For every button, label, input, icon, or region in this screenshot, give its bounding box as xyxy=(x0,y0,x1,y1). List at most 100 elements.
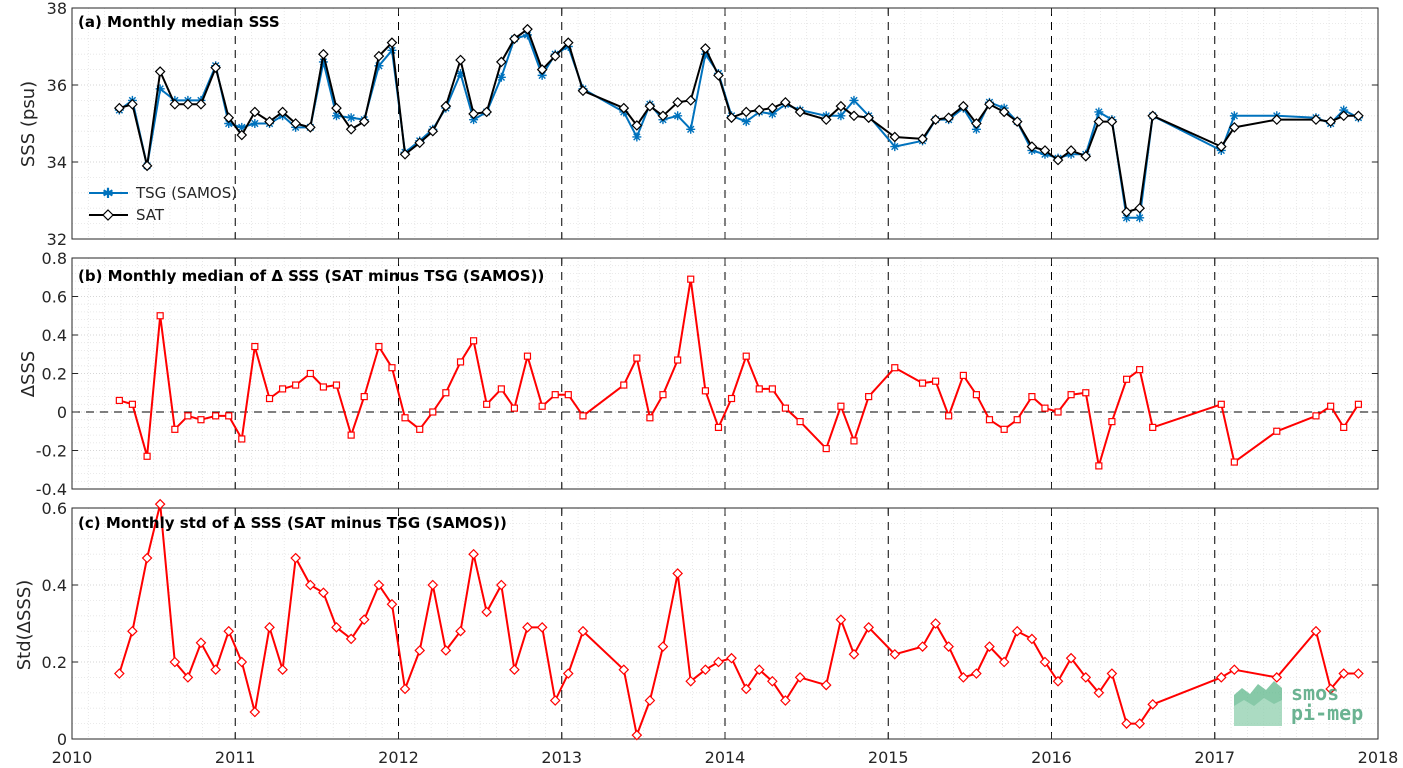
data-point xyxy=(265,394,274,403)
data-point xyxy=(373,50,385,62)
data-point xyxy=(727,394,736,403)
data-point xyxy=(1121,718,1132,729)
data-point xyxy=(686,124,696,134)
data-point xyxy=(632,132,642,142)
data-point xyxy=(304,579,316,591)
data-point xyxy=(113,668,125,679)
data-point xyxy=(238,435,246,443)
data-point xyxy=(292,381,300,389)
data-point xyxy=(863,622,875,633)
data-point xyxy=(1217,400,1225,408)
y-tick-label: 0.8 xyxy=(42,249,67,268)
data-point xyxy=(1065,652,1077,664)
data-point xyxy=(401,414,409,422)
data-point xyxy=(223,625,235,637)
data-point xyxy=(318,48,329,60)
legend-sat-marker xyxy=(102,209,114,221)
data-point xyxy=(835,100,847,112)
data-point xyxy=(347,431,355,439)
data-point xyxy=(374,61,384,71)
data-point xyxy=(195,637,207,649)
panel-a: 32 34 36 38 xyxy=(47,0,1379,249)
data-point xyxy=(972,391,981,399)
data-point xyxy=(549,50,561,62)
data-point xyxy=(943,112,955,124)
data-point xyxy=(1067,391,1075,399)
data-point xyxy=(331,102,342,114)
data-point xyxy=(930,114,941,125)
data-point xyxy=(456,358,465,366)
data-point xyxy=(822,444,830,453)
data-point xyxy=(1013,416,1021,424)
data-point xyxy=(510,404,519,412)
y-tick-label: 0.6 xyxy=(42,499,67,518)
data-point xyxy=(998,106,1010,118)
y-tick-label: -0.2 xyxy=(36,442,67,461)
data-point xyxy=(957,100,969,112)
data-point xyxy=(509,664,520,676)
data-point xyxy=(264,116,275,127)
data-point xyxy=(237,122,247,132)
data-point xyxy=(127,98,138,110)
data-point xyxy=(1312,412,1320,420)
data-point xyxy=(917,641,928,652)
data-point xyxy=(1273,427,1281,435)
data-point xyxy=(1011,625,1023,637)
y-tick-label: 0.4 xyxy=(42,326,67,345)
data-point xyxy=(399,683,411,695)
data-point xyxy=(155,84,165,94)
data-point xyxy=(564,391,572,399)
data-point xyxy=(141,160,153,172)
data-point xyxy=(848,110,860,122)
y-tick-label: -0.4 xyxy=(36,480,67,499)
legend: ✱ TSG (SAMOS) SAT xyxy=(89,184,237,224)
data-point xyxy=(399,148,411,160)
data-point xyxy=(1338,668,1350,679)
data-point xyxy=(496,72,506,82)
data-point xyxy=(971,118,982,129)
data-point xyxy=(685,675,697,687)
data-point xyxy=(536,622,548,633)
legend-tsg-marker: ✱ xyxy=(102,186,114,202)
data-point xyxy=(250,119,260,128)
data-point xyxy=(971,668,982,679)
data-point xyxy=(1228,664,1240,676)
data-point xyxy=(345,123,357,135)
data-point xyxy=(1094,107,1104,117)
data-point xyxy=(184,412,192,420)
y-tick-label: 32 xyxy=(47,230,67,249)
x-tick-label: 2013 xyxy=(541,748,582,767)
data-point xyxy=(522,622,533,633)
data-point xyxy=(1271,672,1283,683)
panel-b: -0.4 -0.2 0 0.2 0.4 0.6 0.8 xyxy=(36,249,1379,499)
data-point xyxy=(373,579,385,591)
data-point xyxy=(646,414,654,422)
data-point xyxy=(210,62,222,74)
data-point xyxy=(644,100,656,112)
panel-c-ylabel: Std(ΔSSS) xyxy=(14,580,35,671)
data-point xyxy=(766,102,778,114)
data-point xyxy=(836,111,846,121)
data-point xyxy=(850,437,858,445)
data-point xyxy=(154,498,166,510)
data-point xyxy=(304,122,316,133)
data-point xyxy=(1122,213,1132,223)
data-point xyxy=(1052,675,1064,687)
data-point xyxy=(319,383,328,391)
x-tick-label: 2016 xyxy=(1031,748,1072,767)
data-point xyxy=(1082,389,1090,397)
data-point xyxy=(358,116,370,127)
data-point xyxy=(837,402,845,410)
data-point xyxy=(1339,105,1349,115)
data-point xyxy=(128,400,137,408)
data-point xyxy=(537,70,547,80)
data-point xyxy=(659,391,667,399)
data-point xyxy=(618,664,630,676)
data-point xyxy=(1215,141,1227,152)
data-point xyxy=(631,729,643,741)
data-point xyxy=(1310,114,1322,125)
data-point xyxy=(345,633,357,645)
data-point xyxy=(277,664,288,676)
data-point xyxy=(154,66,166,77)
